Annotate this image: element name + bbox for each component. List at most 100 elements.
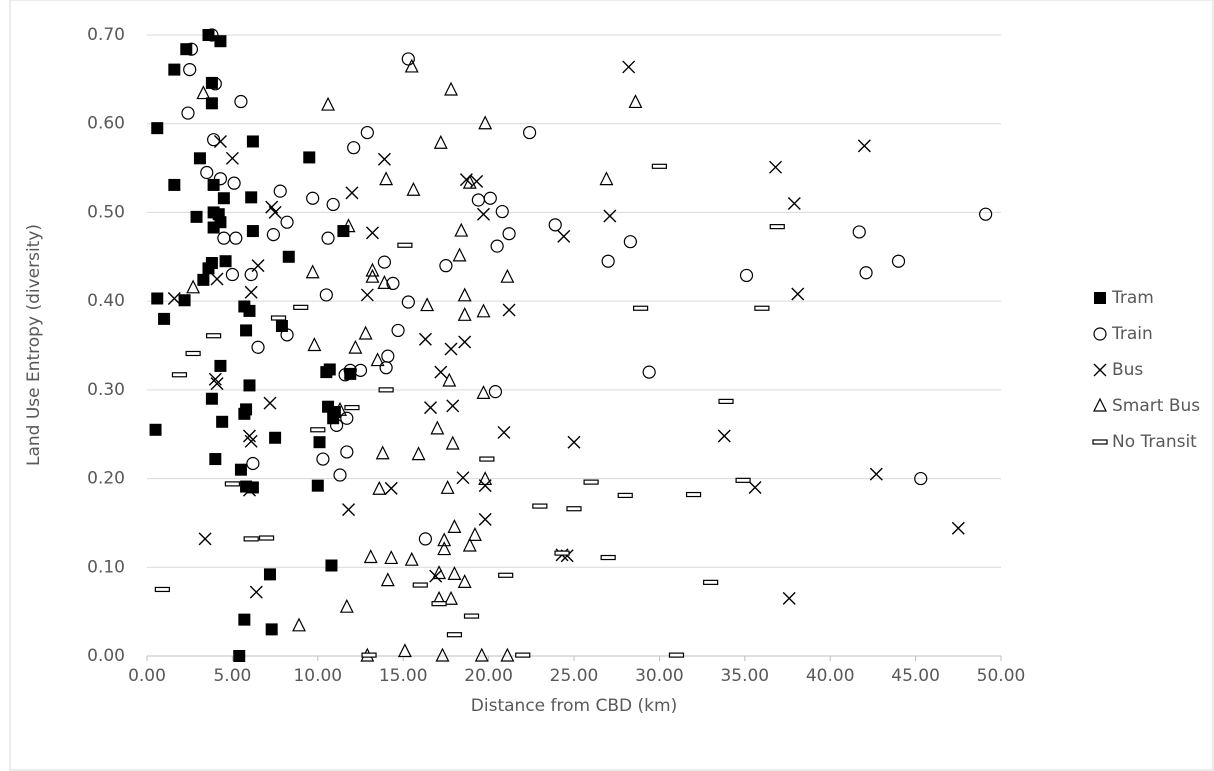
point <box>404 58 419 73</box>
x-tick-label: 5.00 <box>213 666 251 686</box>
point <box>479 456 495 462</box>
point <box>476 303 491 318</box>
point <box>249 585 263 599</box>
point <box>209 453 222 466</box>
point <box>340 411 354 425</box>
point <box>258 535 275 541</box>
point <box>243 304 256 317</box>
legend-label: Bus <box>1112 360 1143 380</box>
point <box>333 468 347 482</box>
legend-marker <box>1092 439 1108 445</box>
point <box>268 205 282 219</box>
point <box>446 399 460 413</box>
x-axis-title: Distance from CBD (km) <box>471 696 677 716</box>
point <box>557 229 571 243</box>
point <box>411 446 426 461</box>
point <box>243 536 259 542</box>
point <box>891 254 906 268</box>
point <box>603 209 617 223</box>
point <box>869 467 883 481</box>
point <box>180 43 193 56</box>
point <box>184 42 199 56</box>
point <box>280 215 294 229</box>
point <box>418 532 433 546</box>
point <box>462 174 477 189</box>
point <box>668 652 685 658</box>
point <box>244 285 258 299</box>
point <box>339 598 354 613</box>
point <box>171 372 188 378</box>
point <box>219 255 232 268</box>
point <box>404 551 419 566</box>
y-tick-label: 0.10 <box>87 557 125 577</box>
point <box>375 445 390 460</box>
point <box>377 275 392 289</box>
y-tick-label: 0.60 <box>87 114 125 134</box>
point <box>397 643 412 658</box>
point <box>433 134 448 149</box>
x-tick-label: 50.00 <box>977 666 1026 686</box>
y-tick-label: 0.70 <box>87 25 125 45</box>
point <box>193 152 206 165</box>
point <box>365 226 379 240</box>
point <box>217 192 230 205</box>
x-tick-label: 35.00 <box>720 666 769 686</box>
point <box>207 178 220 191</box>
point <box>292 617 306 632</box>
point <box>583 479 599 485</box>
point <box>306 191 320 205</box>
point <box>227 176 241 190</box>
point <box>444 81 458 96</box>
point <box>348 339 363 354</box>
point <box>478 512 492 526</box>
point <box>338 368 352 382</box>
point <box>238 407 251 420</box>
point <box>440 479 455 494</box>
y-tick-label: 0.40 <box>87 291 125 311</box>
point <box>196 85 211 100</box>
point <box>305 264 320 279</box>
point <box>769 160 783 174</box>
point <box>435 647 450 662</box>
point <box>244 434 258 448</box>
point <box>497 425 511 439</box>
point <box>343 363 357 377</box>
point <box>205 392 218 405</box>
point <box>186 279 201 294</box>
point <box>319 288 333 302</box>
point <box>168 178 181 191</box>
point <box>434 365 448 379</box>
point <box>488 385 503 399</box>
point <box>454 222 469 237</box>
x-tick-label: 10.00 <box>293 666 342 686</box>
point <box>476 207 490 221</box>
point <box>245 191 258 204</box>
point <box>365 268 380 283</box>
x-tick-label: 20.00 <box>464 666 513 686</box>
point <box>439 259 453 273</box>
point <box>327 412 340 425</box>
point <box>326 197 340 212</box>
point <box>457 574 472 588</box>
point <box>384 550 399 565</box>
point <box>246 135 259 148</box>
point <box>474 647 489 662</box>
point <box>457 306 472 321</box>
point <box>270 315 287 321</box>
point <box>214 35 227 48</box>
point <box>463 613 480 619</box>
point <box>213 172 228 186</box>
point <box>206 333 222 339</box>
point <box>224 481 240 487</box>
point <box>280 328 294 342</box>
legend-label: No Transit <box>1112 432 1197 452</box>
point <box>234 94 248 109</box>
point <box>718 398 734 404</box>
point <box>386 276 400 290</box>
point <box>522 125 537 140</box>
point <box>202 262 215 275</box>
x-tick-label: 25.00 <box>550 666 599 686</box>
point <box>703 579 719 585</box>
point <box>567 435 581 449</box>
